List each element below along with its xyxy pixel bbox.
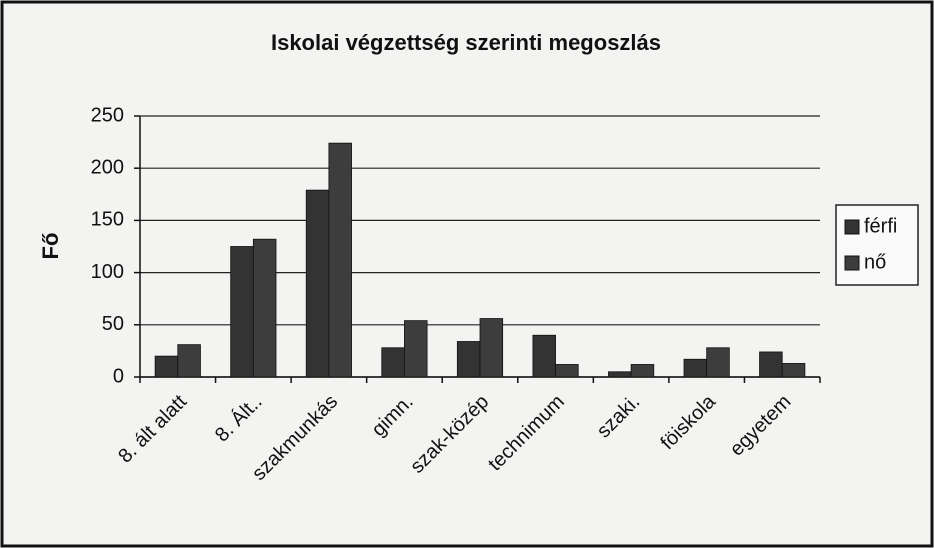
bar xyxy=(781,363,806,378)
bar xyxy=(177,344,201,378)
bar xyxy=(706,347,730,378)
legend-label: nő xyxy=(864,251,886,273)
chart-title: Iskolai végzettség szerinti megoszlás xyxy=(271,30,661,55)
bar xyxy=(608,371,632,378)
legend-box xyxy=(835,204,919,286)
bar xyxy=(683,358,708,378)
bar xyxy=(305,189,330,378)
bar xyxy=(230,246,254,378)
y-tick-label: 250 xyxy=(91,104,124,126)
bar xyxy=(630,364,655,378)
bar xyxy=(154,355,179,378)
bar xyxy=(456,341,481,378)
y-tick-label: 100 xyxy=(91,261,124,283)
legend-swatch xyxy=(844,219,860,235)
y-tick-label: 0 xyxy=(113,365,124,387)
y-tick-label: 50 xyxy=(102,313,124,335)
bar xyxy=(555,364,579,378)
y-axis-label: Fő xyxy=(38,233,63,260)
bar xyxy=(328,142,352,378)
bar xyxy=(381,347,405,378)
y-tick-label: 200 xyxy=(91,156,124,178)
bar xyxy=(404,320,428,378)
bar xyxy=(479,318,504,378)
bar xyxy=(532,334,556,378)
legend-label: férfi xyxy=(864,215,897,237)
bar xyxy=(252,238,277,378)
y-tick-label: 150 xyxy=(91,209,124,231)
bar xyxy=(759,351,783,378)
legend-swatch xyxy=(844,255,860,271)
